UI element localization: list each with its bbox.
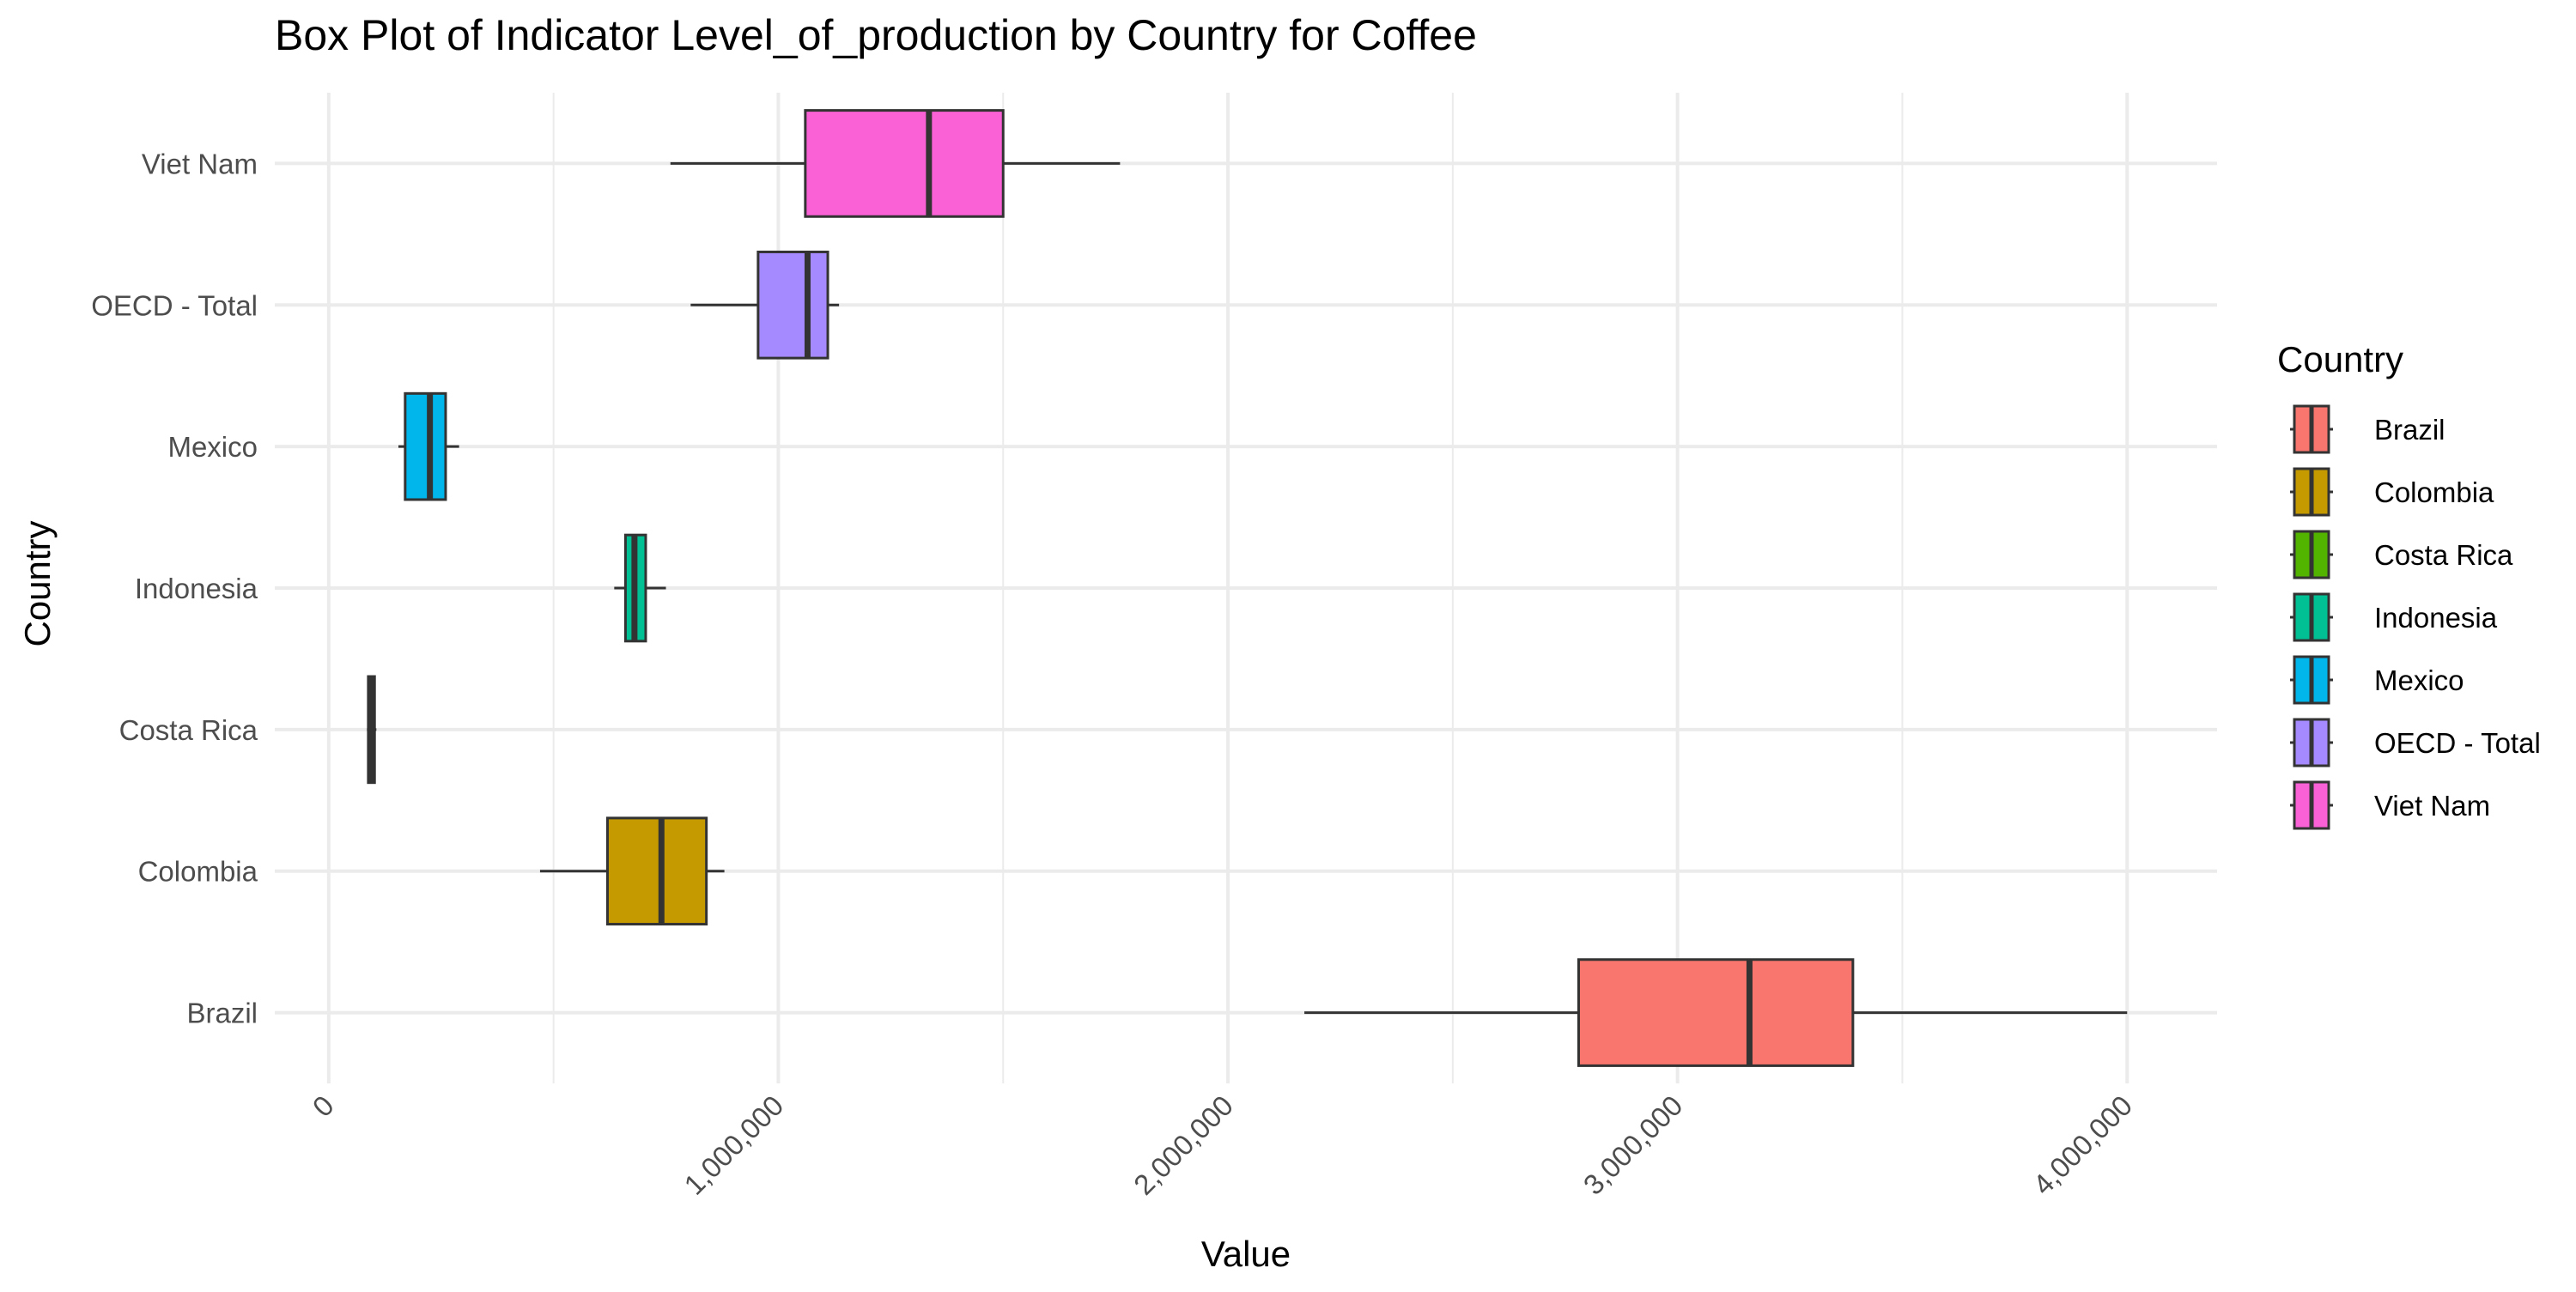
y-tick-label: Mexico (167, 431, 258, 463)
box-viet-nam (670, 109, 1121, 218)
box-colombia (539, 816, 725, 926)
x-axis-label: Value (1201, 1234, 1291, 1274)
x-tick-label: 4,000,000 (2026, 1089, 2138, 1201)
box-iqr (1577, 958, 1855, 1067)
legend-label: Colombia (2374, 476, 2494, 508)
x-tick-label: 2,000,000 (1127, 1089, 1239, 1201)
legend-label: Viet Nam (2374, 790, 2490, 822)
legend-label: Costa Rica (2374, 539, 2513, 571)
box-iqr (404, 391, 447, 501)
legend-item-mexico: Mexico (2290, 655, 2464, 705)
y-tick-label: Costa Rica (119, 714, 258, 746)
box-iqr (756, 250, 829, 360)
y-tick-label: Colombia (138, 856, 258, 888)
legend-item-indonesia: Indonesia (2290, 592, 2498, 642)
box-iqr (804, 109, 1005, 218)
y-tick-label: Brazil (186, 998, 258, 1029)
legend-item-oecd-total: OECD - Total (2290, 718, 2541, 767)
box-iqr (605, 816, 708, 926)
x-tick-label: 0 (307, 1089, 340, 1123)
legend-title: Country (2277, 339, 2403, 379)
box-indonesia (614, 533, 666, 643)
box-brazil (1304, 958, 2128, 1067)
chart-title: Box Plot of Indicator Level_of_productio… (275, 11, 1477, 59)
y-tick-label: OECD - Total (91, 289, 258, 321)
x-tick-label: 3,000,000 (1577, 1089, 1689, 1201)
y-tick-label: Viet Nam (142, 148, 258, 179)
legend-item-colombia: Colombia (2290, 467, 2494, 517)
legend-item-viet-nam: Viet Nam (2290, 780, 2490, 830)
box-mexico (398, 391, 459, 501)
box-costa-rica (367, 675, 377, 785)
legend-label: Brazil (2374, 414, 2445, 446)
y-tick-label: Indonesia (135, 573, 258, 604)
x-tick-label: 1,000,000 (677, 1089, 789, 1201)
legend-item-brazil: Brazil (2290, 404, 2445, 454)
legend-item-costa-rica: Costa Rica (2290, 530, 2513, 579)
box-oecd-total (690, 250, 840, 360)
legend-label: OECD - Total (2374, 727, 2541, 759)
legend-label: Mexico (2374, 664, 2464, 696)
legend-label: Indonesia (2374, 602, 2498, 634)
y-axis-label: Country (17, 520, 58, 646)
